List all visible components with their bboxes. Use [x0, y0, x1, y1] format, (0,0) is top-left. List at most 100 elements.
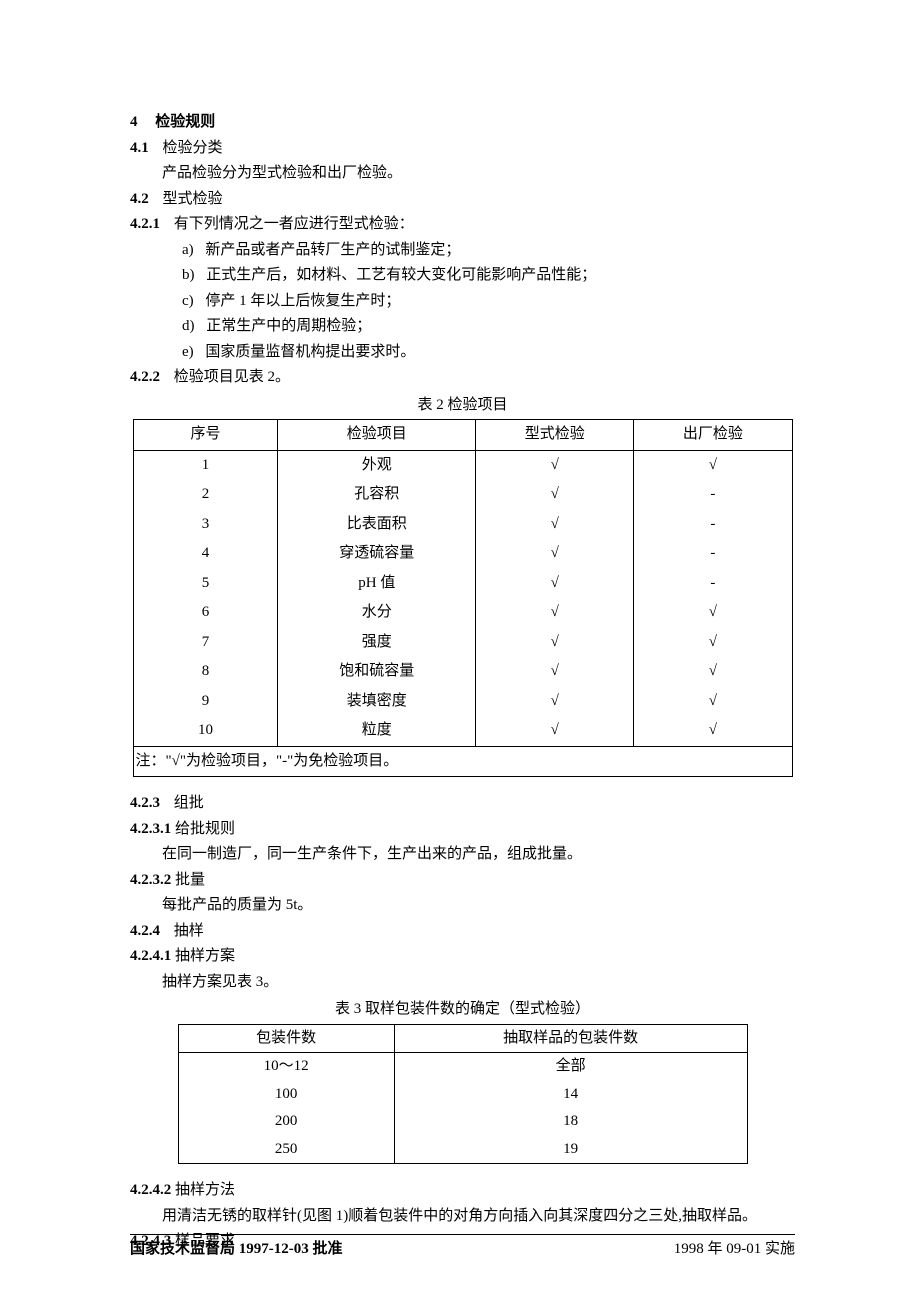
section-4-2-4-2: 4.2.4.2 抽样方法 [130, 1178, 795, 1204]
body-4-2-3-1: 在同一制造厂，同一生产条件下，生产出来的产品，组成批量。 [130, 842, 795, 868]
table2-row: 3比表面积√- [133, 510, 792, 540]
table3-cell: 250 [178, 1136, 394, 1164]
num-4-2-3-1: 4.2.3.1 [130, 821, 171, 837]
section-4-heading: 4 检验规则 [130, 110, 795, 136]
num-4-1: 4.1 [130, 140, 149, 156]
table2-cell: 2 [133, 480, 278, 510]
text-b: 正式生产后，如材料、工艺有较大变化可能影响产品性能； [206, 267, 596, 283]
text-d: 正常生产中的周期检验； [206, 318, 371, 334]
text-4-2-2: 检验项目见表 2。 [174, 369, 290, 385]
table2-cell: √ [634, 687, 792, 717]
table3-header-row: 包装件数 抽取样品的包装件数 [178, 1024, 747, 1053]
footer-right: 1998 年 09-01 实施 [674, 1237, 795, 1263]
table3-cell: 10～12 [178, 1053, 394, 1081]
table3-caption: 表 3 取样包装件数的确定（型式检验） [130, 997, 795, 1023]
title-4-2-4: 抽样 [174, 923, 204, 939]
table2-cell: √ [476, 510, 634, 540]
table3-row: 25019 [178, 1136, 747, 1164]
item-d: d) 正常生产中的周期检验； [130, 314, 795, 340]
table2-h2: 检验项目 [278, 420, 476, 451]
table2-cell: √ [476, 687, 634, 717]
title-4-2-4-2: 抽样方法 [175, 1182, 235, 1198]
item-b: b) 正式生产后，如材料、工艺有较大变化可能影响产品性能； [130, 263, 795, 289]
label-e: e) [182, 344, 194, 360]
body-4-2-3-2: 每批产品的质量为 5t。 [130, 893, 795, 919]
item-e: e) 国家质量监督机构提出要求时。 [130, 340, 795, 366]
body-4-1: 产品检验分为型式检验和出厂检验。 [130, 161, 795, 187]
table2-cell: pH 值 [278, 569, 476, 599]
table2-cell: √ [476, 569, 634, 599]
section-4-title: 检验规则 [155, 114, 215, 130]
table3-cell: 18 [394, 1108, 747, 1136]
table2-row: 5pH 值√- [133, 569, 792, 599]
table2-cell: √ [476, 598, 634, 628]
table2-cell: √ [476, 716, 634, 746]
table2-caption: 表 2 检验项目 [130, 393, 795, 419]
title-4-1: 检验分类 [163, 140, 223, 156]
table2-cell: √ [634, 628, 792, 658]
section-4-2-1: 4.2.1 有下列情况之一者应进行型式检验： [130, 212, 795, 238]
table2-row: 9装填密度√√ [133, 687, 792, 717]
num-4-2-2: 4.2.2 [130, 369, 160, 385]
table3-cell: 19 [394, 1136, 747, 1164]
table2-cell: √ [476, 628, 634, 658]
table3-h2: 抽取样品的包装件数 [394, 1024, 747, 1053]
table2-cell: 比表面积 [278, 510, 476, 540]
table3-h1: 包装件数 [178, 1024, 394, 1053]
label-d: d) [182, 318, 195, 334]
table2-h4: 出厂检验 [634, 420, 792, 451]
title-4-2-3: 组批 [174, 795, 204, 811]
table2-cell: √ [634, 450, 792, 480]
title-4-2-3-2: 批量 [175, 872, 205, 888]
table2-row: 4穿透硫容量√- [133, 539, 792, 569]
table2-cell: √ [634, 657, 792, 687]
table3-row: 10014 [178, 1081, 747, 1109]
section-4-2-3-1: 4.2.3.1 给批规则 [130, 817, 795, 843]
num-4-2: 4.2 [130, 191, 149, 207]
table2-h3: 型式检验 [476, 420, 634, 451]
table2-cell: 9 [133, 687, 278, 717]
table2-note: 注："√"为检验项目，"-"为免检验项目。 [133, 746, 792, 777]
table2-cell: √ [634, 598, 792, 628]
title-4-2-3-1: 给批规则 [175, 821, 235, 837]
section-4-2-2: 4.2.2 检验项目见表 2。 [130, 365, 795, 391]
page: 4 检验规则 4.1 检验分类 产品检验分为型式检验和出厂检验。 4.2 型式检… [0, 0, 920, 1302]
table2-h1: 序号 [133, 420, 278, 451]
table2-cell: √ [476, 450, 634, 480]
table2-cell: 装填密度 [278, 687, 476, 717]
item-a: a) 新产品或者产品转厂生产的试制鉴定； [130, 238, 795, 264]
table2-row: 8饱和硫容量√√ [133, 657, 792, 687]
section-4-2-3-2: 4.2.3.2 批量 [130, 868, 795, 894]
table2-note-row: 注："√"为检验项目，"-"为免检验项目。 [133, 746, 792, 777]
num-4-2-4-2: 4.2.4.2 [130, 1182, 171, 1198]
table3-cell: 200 [178, 1108, 394, 1136]
table2-row: 6水分√√ [133, 598, 792, 628]
title-4-2: 型式检验 [163, 191, 223, 207]
table2-cell: √ [476, 657, 634, 687]
table2-cell: 强度 [278, 628, 476, 658]
table3-row: 10～12全部 [178, 1053, 747, 1081]
label-b: b) [182, 267, 195, 283]
table2-cell: 外观 [278, 450, 476, 480]
section-4-2-4: 4.2.4 抽样 [130, 919, 795, 945]
table2-cell: 1 [133, 450, 278, 480]
table2-cell: 饱和硫容量 [278, 657, 476, 687]
body-4-2-4-2: 用清洁无锈的取样针(见图 1)顺着包装件中的对角方向插入向其深度四分之三处,抽取… [130, 1204, 795, 1230]
table2-cell: 孔容积 [278, 480, 476, 510]
table3-cell: 100 [178, 1081, 394, 1109]
num-4-2-1: 4.2.1 [130, 216, 160, 232]
table3-cell: 全部 [394, 1053, 747, 1081]
table2-cell: 5 [133, 569, 278, 599]
table2-cell: - [634, 480, 792, 510]
page-footer: 国家技术监督局 1997-12-03 批准 1998 年 09-01 实施 [130, 1234, 795, 1263]
table2-cell: 7 [133, 628, 278, 658]
section-4-2-3: 4.2.3 组批 [130, 791, 795, 817]
table2-row: 7强度√√ [133, 628, 792, 658]
footer-line: 国家技术监督局 1997-12-03 批准 1998 年 09-01 实施 [130, 1234, 795, 1263]
table2-cell: √ [634, 716, 792, 746]
text-e: 国家质量监督机构提出要求时。 [205, 344, 415, 360]
table2-cell: 穿透硫容量 [278, 539, 476, 569]
table2-cell: 粒度 [278, 716, 476, 746]
section-4-1: 4.1 检验分类 [130, 136, 795, 162]
table2-cell: √ [476, 480, 634, 510]
